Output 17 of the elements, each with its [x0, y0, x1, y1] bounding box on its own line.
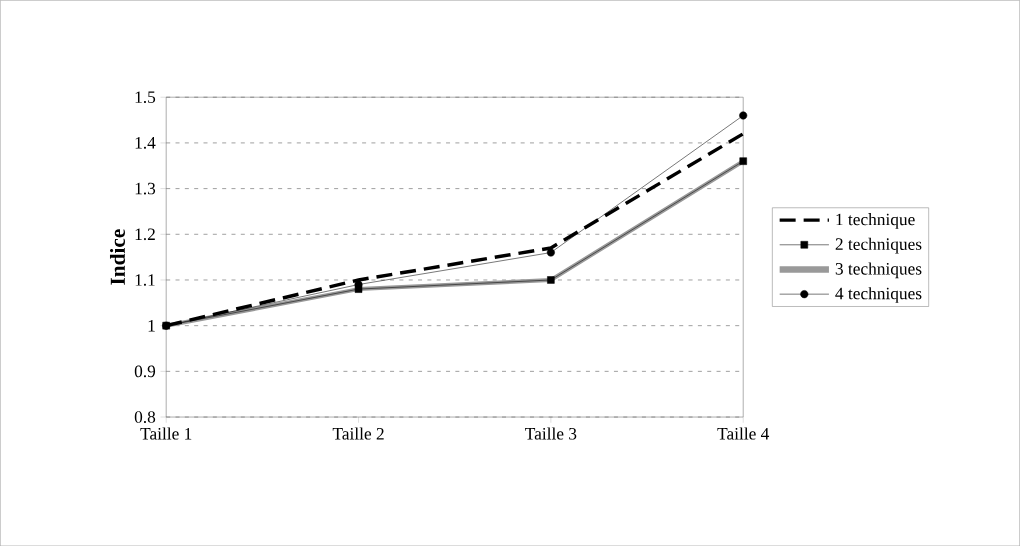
legend-label: 2 techniques: [835, 237, 922, 254]
x-tick-label: Taille 2: [332, 427, 384, 440]
y-tick-label: 0.9: [134, 365, 156, 378]
y-tick-label: 1.2: [135, 228, 155, 241]
y-tick-label: 1.3: [135, 182, 156, 195]
legend-label: 1 technique: [836, 212, 915, 229]
y-axis-title: Indice: [109, 229, 125, 285]
x-tick-label: Taille 1: [140, 427, 192, 440]
x-tick-label: Taille 4: [717, 427, 770, 440]
legend-label: 3 techniques: [835, 262, 922, 279]
y-tick-label: 1.1: [135, 274, 155, 286]
x-tick-label: Taille 3: [525, 427, 577, 440]
legend-label: 4 techniques: [835, 287, 922, 303]
y-tick-label: 1.5: [135, 91, 156, 103]
y-tick-label: 0.8: [134, 411, 156, 423]
y-tick-label: 1.4: [135, 136, 156, 149]
y-tick-label: 1: [148, 319, 155, 332]
